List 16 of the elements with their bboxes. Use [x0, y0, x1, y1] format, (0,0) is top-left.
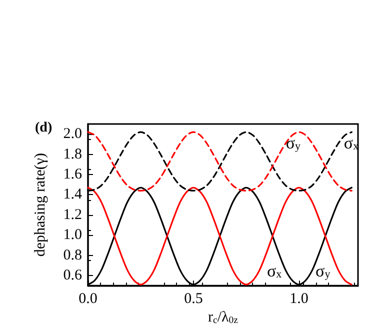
- y-tick-label: 1.6: [63, 166, 82, 182]
- y-tick-label: 2.0: [63, 126, 82, 142]
- y-tick-label: 1.0: [63, 227, 82, 244]
- y-axis-title: dephasing rate(γ): [32, 152, 48, 257]
- x-tick-label: 1.0: [290, 291, 308, 308]
- y-tick-label: 1.8: [63, 146, 82, 162]
- y-tick-label: 0.8: [63, 247, 82, 264]
- annotation: σy: [286, 134, 302, 152]
- annotation: σy: [316, 262, 331, 280]
- y-tick-label: 1.4: [63, 186, 82, 203]
- y-tick-label: 1.2: [63, 206, 82, 223]
- annotation: σx: [266, 262, 282, 280]
- x-tick-label: 0.0: [78, 291, 98, 308]
- y-tick-label: 0.6: [63, 268, 82, 284]
- chart-title: (d): [35, 120, 52, 136]
- x-tick-label: 0.5: [184, 291, 203, 308]
